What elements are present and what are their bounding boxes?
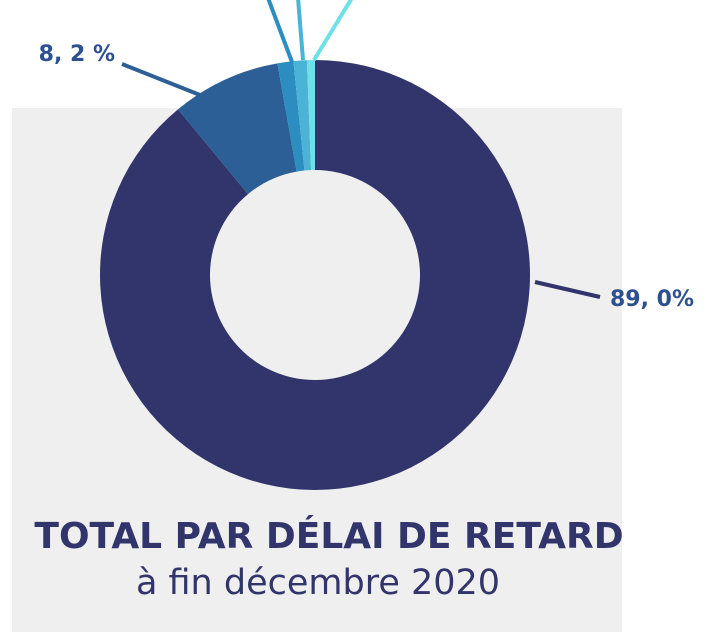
chart-subtitle: à fin décembre 2020 bbox=[136, 563, 500, 603]
donut-slice bbox=[293, 60, 312, 171]
data-label: 89, 0% bbox=[610, 287, 694, 312]
donut-slice bbox=[277, 61, 305, 172]
leader-line bbox=[296, 0, 305, 61]
leader-line bbox=[266, 0, 294, 63]
background-panel bbox=[12, 108, 622, 632]
donut-slice bbox=[306, 60, 315, 171]
chart-title: TOTAL PAR DÉLAI DE RETARD bbox=[34, 515, 623, 557]
leader-line bbox=[121, 62, 201, 97]
leader-line bbox=[534, 280, 601, 299]
donut-slice bbox=[177, 63, 297, 195]
leader-line bbox=[312, 0, 354, 62]
donut-slice bbox=[99, 60, 530, 490]
data-label: 8, 2 % bbox=[39, 42, 115, 67]
